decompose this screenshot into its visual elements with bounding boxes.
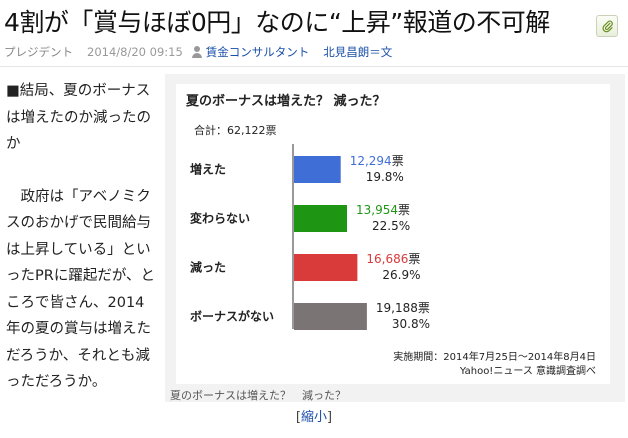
source-name: プレジデント	[4, 45, 73, 59]
value-label: 19,188票	[376, 301, 430, 315]
article-headline: 4割が「賞与ほぼ0円」なのに“上昇”報道の不可解	[4, 8, 550, 37]
bracket-close: ]	[327, 410, 333, 425]
chart-footer-period: 実施期間：2014年7月25日～2014年8月4日	[393, 352, 596, 363]
meta-divider	[0, 66, 628, 67]
shrink-link[interactable]: 縮小	[300, 410, 327, 425]
bar-chart: 増えた12,294票19.8%変わらない13,954票22.5%減った16,68…	[190, 144, 430, 331]
value-number: 16,686	[366, 252, 408, 266]
article-body: ■結局、夏のボーナスは増えたのか減ったのか 政府は「アベノミクスのおかげで民間給…	[6, 78, 158, 396]
person-icon	[191, 46, 203, 58]
category-label: 減った	[190, 260, 226, 275]
value-unit: 票	[392, 154, 404, 168]
chart-panel: 夏のボーナスは増えた？ 減った？ 合計：62,122票 増えた 12,294票 19…	[176, 84, 610, 384]
author-link[interactable]: 北見昌朗＝文	[323, 45, 393, 59]
percent-label: 22.5%	[372, 219, 410, 233]
publish-date: 2014/8/20 09:15	[87, 45, 183, 59]
percent-label: 30.8%	[392, 317, 430, 331]
chart-title: 夏のボーナスは増えた？ 減った？	[186, 94, 386, 109]
value-unit: 票	[408, 252, 420, 266]
value-unit: 票	[418, 301, 430, 315]
category-label: 変わらない	[190, 211, 250, 226]
value-label: 13,954票	[356, 203, 410, 217]
chart-total: 合計：62,122票	[194, 124, 277, 137]
bracket-open: [	[295, 410, 301, 425]
body-paragraph-1: ■結局、夏のボーナスは増えたのか減ったのか	[6, 83, 151, 152]
article-meta: プレジデント 2014/8/20 09:15 賃金コンサルタント 北見昌朗＝文	[4, 44, 392, 60]
body-paragraph-2: 政府は「アベノミクスのおかげで民間給与は上昇している」といったPRに躍起だが、と…	[6, 188, 156, 391]
clip-button[interactable]	[596, 15, 618, 37]
percent-label: 26.9%	[382, 268, 420, 282]
paperclip-icon	[601, 20, 613, 32]
bar-0	[294, 156, 341, 183]
category-label: ボーナスがない	[190, 309, 274, 324]
bar-1	[294, 205, 348, 232]
value-number: 12,294	[350, 154, 392, 168]
category-link[interactable]: 賃金コンサルタント	[205, 45, 310, 59]
value-label: 12,294票	[350, 154, 404, 168]
percent-label: 19.8%	[366, 170, 404, 184]
bar-3	[294, 303, 367, 330]
category-label: 増えた	[190, 162, 226, 177]
shrink-control: [縮小]	[0, 406, 628, 425]
value-unit: 票	[398, 203, 410, 217]
chart-footer-source: Yahoo!ニュース 意識調査調べ	[459, 366, 596, 377]
value-number: 13,954	[356, 203, 398, 217]
value-number: 19,188	[376, 301, 418, 315]
bar-2	[294, 254, 358, 281]
value-label: 16,686票	[366, 252, 420, 266]
figure-caption: 夏のボーナスは増えた？ 減った？	[170, 389, 346, 402]
